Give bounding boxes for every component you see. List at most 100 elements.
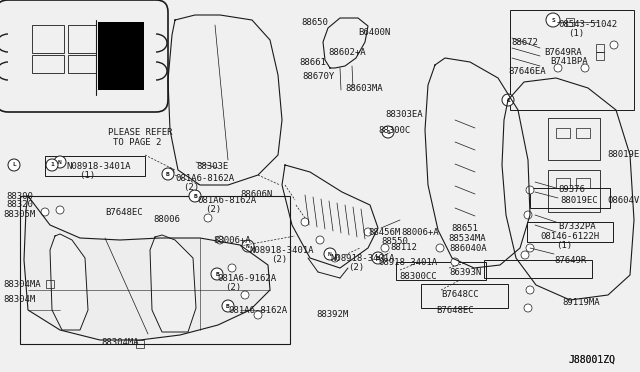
Text: N: N [246,244,250,248]
Circle shape [56,206,64,214]
Bar [32,55,64,73]
Text: (2): (2) [183,183,199,192]
Circle shape [242,240,254,252]
Text: (2): (2) [205,205,221,214]
Circle shape [381,244,389,252]
Circle shape [189,190,201,202]
Bar [556,128,570,138]
Bar [46,280,54,288]
Text: 88300C: 88300C [378,126,410,135]
Text: 08543-51042: 08543-51042 [558,20,617,29]
Circle shape [610,41,618,49]
Text: TO PAGE 2: TO PAGE 2 [113,138,161,147]
Text: 88534MA: 88534MA [448,234,486,243]
Circle shape [526,186,534,194]
Bar [68,55,96,73]
Text: 08604V: 08604V [607,196,639,205]
Text: 88304MA: 88304MA [101,338,139,347]
Text: J88001ZQ: J88001ZQ [568,355,615,365]
Circle shape [166,168,174,176]
Text: B: B [376,256,380,260]
Bar [576,178,590,188]
FancyBboxPatch shape [0,0,168,112]
Circle shape [331,254,339,262]
Bar [484,260,592,278]
Circle shape [241,291,249,299]
Polygon shape [150,235,196,332]
Circle shape [554,64,562,72]
Bar [136,340,144,348]
Circle shape [382,126,394,138]
Text: N: N [58,160,62,164]
Circle shape [546,13,560,27]
Text: PLEASE REFER: PLEASE REFER [108,128,173,137]
Circle shape [526,286,534,294]
Circle shape [526,244,534,252]
Text: 88006+A: 88006+A [213,236,251,245]
Circle shape [301,218,309,226]
Text: B7649RA: B7649RA [544,48,582,57]
Text: 081A6-9162A: 081A6-9162A [217,274,276,283]
Circle shape [222,300,234,312]
Bar [510,10,634,110]
Text: N08918-3401A: N08918-3401A [66,162,131,171]
Bar [566,18,574,26]
Text: 89376: 89376 [558,185,585,194]
Polygon shape [323,18,368,68]
Text: S: S [551,17,555,22]
Text: B741BPA: B741BPA [550,57,588,66]
Circle shape [254,311,262,319]
Circle shape [372,252,384,264]
Bar [548,170,600,212]
Bar [32,25,64,53]
Circle shape [436,244,444,252]
Bar [396,262,486,280]
Circle shape [54,156,66,168]
Bar [98,22,144,90]
Text: B: B [215,272,219,276]
Circle shape [502,94,514,106]
Bar [576,128,590,138]
Text: 1: 1 [50,163,54,167]
Text: (1): (1) [556,241,572,250]
Text: 89119MA: 89119MA [562,298,600,307]
Circle shape [46,159,58,171]
Text: 88651: 88651 [451,224,478,233]
Text: 1: 1 [506,97,510,103]
Text: 081A6-8162A: 081A6-8162A [228,306,287,315]
Text: B7648EC: B7648EC [105,208,143,217]
Text: 88603MA: 88603MA [345,84,383,93]
Text: 88661: 88661 [299,58,326,67]
Bar [527,222,613,242]
Text: 081A6-8162A: 081A6-8162A [197,196,256,205]
Text: 88305M: 88305M [3,210,35,219]
Text: 88550: 88550 [381,237,408,246]
Circle shape [211,268,223,280]
Bar [45,156,145,176]
Polygon shape [168,15,282,185]
Polygon shape [502,78,634,300]
Circle shape [364,228,372,236]
Text: 87646EA: 87646EA [508,67,546,76]
Text: 88303E: 88303E [196,162,228,171]
Circle shape [524,304,532,312]
Bar [68,25,96,53]
Text: 886040A: 886040A [449,244,486,253]
Text: 88602+A: 88602+A [328,48,365,57]
Circle shape [190,192,198,200]
Text: (1): (1) [79,171,95,180]
Text: 88006+A: 88006+A [401,228,438,237]
Circle shape [162,168,174,180]
Text: 87649R: 87649R [554,256,586,265]
Text: B7648EC: B7648EC [436,306,474,315]
Text: 88006: 88006 [153,215,180,224]
Text: 88304M: 88304M [3,295,35,304]
Text: 88650: 88650 [301,18,328,27]
Bar [596,44,604,52]
Text: 88320: 88320 [6,200,33,209]
Text: N: N [328,251,332,257]
Circle shape [216,236,224,244]
Text: 081A6-8162A: 081A6-8162A [175,174,234,183]
Text: (2): (2) [271,255,287,264]
Circle shape [581,64,589,72]
